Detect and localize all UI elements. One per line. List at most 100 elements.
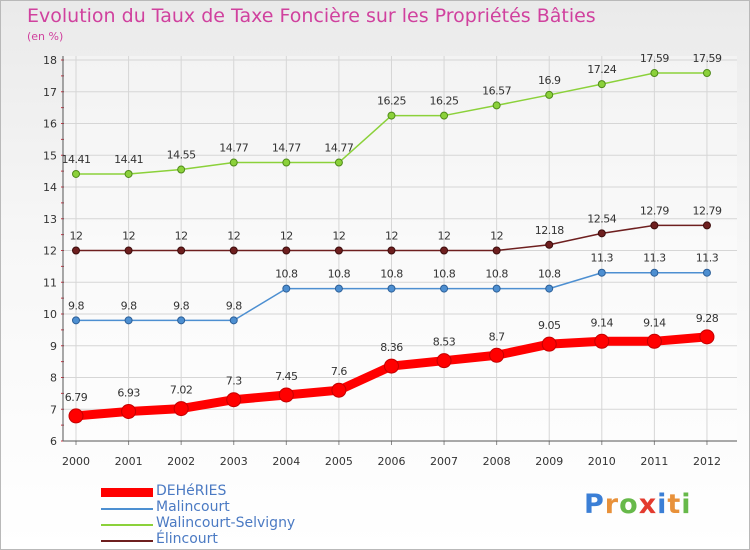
data-label: 16.25 <box>430 95 459 108</box>
data-point <box>650 268 659 277</box>
data-label: 11.3 <box>696 252 719 265</box>
x-tick-label: 2007 <box>430 455 458 468</box>
data-label: 12 <box>332 230 345 243</box>
x-tick-label: 2002 <box>167 455 195 468</box>
x-tick-label: 2006 <box>377 455 405 468</box>
legend-label: Malincourt <box>156 499 230 515</box>
data-label: 14.77 <box>324 142 353 155</box>
logo-letter: o <box>619 489 639 520</box>
data-label: 9.8 <box>68 299 84 312</box>
data-point <box>124 316 133 325</box>
data-point <box>597 268 606 277</box>
data-label: 12 <box>175 230 188 243</box>
data-point <box>650 69 659 78</box>
data-point <box>440 284 449 293</box>
data-point <box>383 358 399 374</box>
data-point <box>282 246 291 255</box>
data-labels: 6.79 6.93 7.02 7.3 7.45 7.6 8.36 8.53 8.7 9.05 9.1… <box>62 52 723 404</box>
data-point <box>436 353 452 369</box>
data-label: 7.6 <box>331 365 347 378</box>
legend-swatch <box>101 524 153 526</box>
logo-letter: x <box>638 489 658 520</box>
data-label: 8.7 <box>489 330 505 343</box>
data-point <box>387 284 396 293</box>
data-label: 10.8 <box>275 268 298 281</box>
data-label: 9.14 <box>643 316 666 329</box>
x-tick-label: 2012 <box>693 455 721 468</box>
x-tick-label: 2008 <box>483 455 511 468</box>
y-tick-label: 18 <box>43 54 57 67</box>
data-label: 16.9 <box>538 74 561 87</box>
x-tick-label: 2011 <box>640 455 668 468</box>
data-point <box>545 284 554 293</box>
data-label: 10.8 <box>485 268 508 281</box>
x-tick-label: 2004 <box>272 455 300 468</box>
y-tick-label: 7 <box>50 403 57 416</box>
data-point <box>229 316 238 325</box>
y-tick-label: 15 <box>43 149 57 162</box>
data-point <box>334 284 343 293</box>
data-label: 16.57 <box>482 84 511 97</box>
data-point <box>702 268 711 277</box>
data-point <box>545 90 554 99</box>
data-label: 12 <box>227 230 240 243</box>
logo-letter: i <box>681 489 692 520</box>
data-point <box>492 246 501 255</box>
proxiti-logo: Proxiti <box>584 489 692 520</box>
unit-label: (en %) <box>27 30 64 43</box>
data-point <box>594 333 610 349</box>
data-label: 12.54 <box>587 212 616 225</box>
data-label: 9.14 <box>591 316 614 329</box>
data-point <box>124 246 133 255</box>
data-label: 17.59 <box>692 52 721 65</box>
logo-letter: t <box>667 489 682 520</box>
data-label: 9.8 <box>121 299 137 312</box>
data-point <box>124 169 133 178</box>
data-point <box>440 246 449 255</box>
data-label: 14.77 <box>219 142 248 155</box>
data-label: 17.24 <box>587 63 616 76</box>
data-label: 6.93 <box>117 386 140 399</box>
data-point <box>597 80 606 89</box>
data-point <box>282 284 291 293</box>
data-point <box>229 246 238 255</box>
data-point <box>387 111 396 120</box>
data-label: 14.41 <box>62 153 91 166</box>
data-point <box>702 69 711 78</box>
data-label: 12 <box>70 230 83 243</box>
legend-label: DEHéRIES <box>156 483 227 499</box>
x-tick-label: 2009 <box>535 455 563 468</box>
data-label: 12 <box>122 230 135 243</box>
data-label: 14.41 <box>114 153 143 166</box>
y-tick-label: 6 <box>50 435 57 448</box>
data-label: 12 <box>385 230 398 243</box>
axes: 6 7 8 9 10 11 12 13 14 15 16 17 18 2000 2001 2002 2003 20… <box>43 54 737 468</box>
data-point <box>489 347 505 363</box>
logo-letter: P <box>584 489 605 520</box>
data-point <box>173 401 189 417</box>
y-tick-label: 16 <box>43 118 57 131</box>
data-label: 16.25 <box>377 95 406 108</box>
x-tick-label: 2000 <box>62 455 90 468</box>
y-tick-label: 13 <box>43 213 57 226</box>
logo-letter: i <box>657 489 668 520</box>
data-label: 12.79 <box>692 204 721 217</box>
series-group <box>68 69 715 424</box>
data-point <box>545 240 554 249</box>
data-label: 10.8 <box>328 268 351 281</box>
data-point <box>702 221 711 230</box>
data-point <box>650 221 659 230</box>
data-point <box>492 284 501 293</box>
data-label: 10.8 <box>433 268 456 281</box>
data-label: 6.79 <box>65 391 88 404</box>
data-point <box>68 408 84 424</box>
data-point <box>440 111 449 120</box>
x-tick-label: 2005 <box>325 455 353 468</box>
grid-lines <box>63 56 737 442</box>
data-point <box>646 333 662 349</box>
data-point <box>229 158 238 167</box>
data-point <box>177 316 186 325</box>
data-label: 12 <box>490 230 503 243</box>
data-label: 12 <box>438 230 451 243</box>
data-label: 8.36 <box>380 341 403 354</box>
